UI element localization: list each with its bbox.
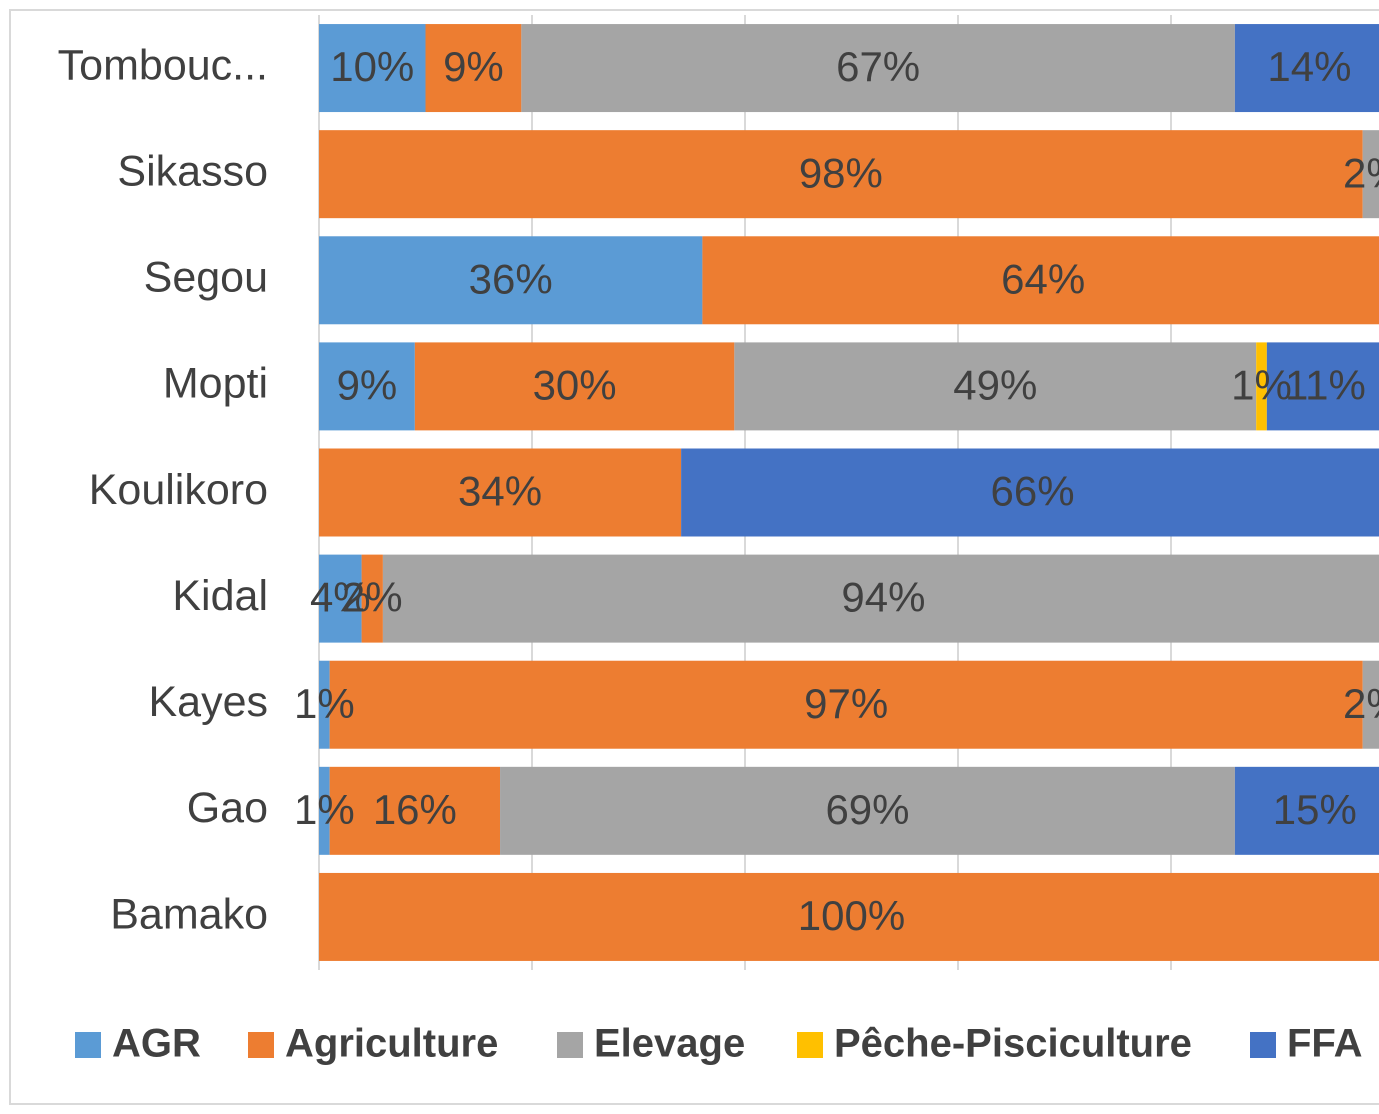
y-tick-label: Bamako	[110, 890, 268, 938]
data-label: 9%	[443, 43, 504, 90]
bar-segment	[382, 554, 1379, 643]
bar-segment	[1362, 130, 1379, 219]
data-label: 94%	[841, 574, 925, 621]
data-label: 9%	[337, 361, 398, 408]
bar-segment	[319, 24, 426, 113]
bar-segment	[521, 24, 1235, 113]
data-label: 2%	[342, 574, 403, 621]
legend-swatch	[248, 1032, 274, 1058]
legend-swatch	[1250, 1032, 1276, 1058]
chart-border	[9, 9, 1379, 1105]
bar-segment	[1362, 660, 1379, 749]
y-tick-label: Kayes	[148, 678, 268, 726]
bar-segment	[425, 24, 522, 113]
legend-label: FFA	[1287, 1022, 1363, 1066]
data-label: 2%	[1343, 149, 1379, 196]
legend-label: Elevage	[594, 1022, 745, 1066]
legend-label: Pêche-Pisciculture	[834, 1022, 1192, 1066]
legend-label: Agriculture	[285, 1022, 498, 1066]
bar-segment	[734, 342, 1257, 431]
data-label: 66%	[991, 468, 1075, 515]
bar-segment	[702, 236, 1379, 325]
data-label: 16%	[373, 786, 457, 833]
data-label: 15%	[1273, 786, 1357, 833]
data-label: 67%	[836, 43, 920, 90]
bar-segment	[1234, 24, 1379, 113]
data-label: 1%	[294, 786, 355, 833]
data-label: 64%	[1001, 255, 1085, 302]
legend-swatch	[75, 1032, 101, 1058]
data-label: 1%	[294, 680, 355, 727]
y-tick-label: Tombouc...	[58, 41, 268, 89]
data-label: 98%	[799, 149, 883, 196]
y-tick-label: Segou	[144, 254, 268, 302]
bar-segment	[500, 766, 1235, 855]
bar-segment	[319, 342, 415, 431]
data-label: 97%	[804, 680, 888, 727]
data-label: 11%	[1285, 361, 1366, 408]
data-label: 4%	[310, 574, 371, 621]
data-label: 69%	[825, 786, 909, 833]
data-label: 36%	[469, 255, 553, 302]
bar-segment	[361, 554, 383, 643]
bar-segment	[1256, 342, 1267, 431]
bar-segment	[329, 766, 501, 855]
y-tick-label: Koulikoro	[89, 466, 268, 514]
data-label: 1%	[1231, 361, 1292, 408]
bar-segment	[319, 660, 330, 749]
y-tick-label: Mopti	[163, 360, 268, 408]
data-label: 49%	[953, 361, 1037, 408]
data-label: 30%	[533, 361, 617, 408]
data-label: 10%	[330, 43, 414, 90]
y-tick-label: Kidal	[172, 572, 268, 620]
bar-segment	[319, 554, 362, 643]
bar-segment	[319, 236, 703, 325]
data-label: 2%	[1343, 680, 1379, 727]
bar-segment	[1266, 342, 1379, 431]
legend-swatch	[557, 1032, 583, 1058]
data-label: 14%	[1267, 43, 1351, 90]
bar-segment	[414, 342, 735, 431]
legend-swatch	[797, 1032, 823, 1058]
y-tick-label: Gao	[187, 784, 268, 832]
bar-segment	[319, 130, 1363, 219]
bar-segment	[329, 660, 1363, 749]
bar-segment	[319, 448, 682, 537]
y-tick-label: Sikasso	[117, 148, 268, 196]
bar-segment	[681, 448, 1379, 537]
bar-segment	[319, 766, 330, 855]
data-label: 34%	[458, 468, 542, 515]
legend-label: AGR	[112, 1022, 201, 1066]
bar-segment	[319, 872, 1379, 961]
bar-segment	[1234, 766, 1379, 855]
data-label: 100%	[798, 892, 905, 939]
